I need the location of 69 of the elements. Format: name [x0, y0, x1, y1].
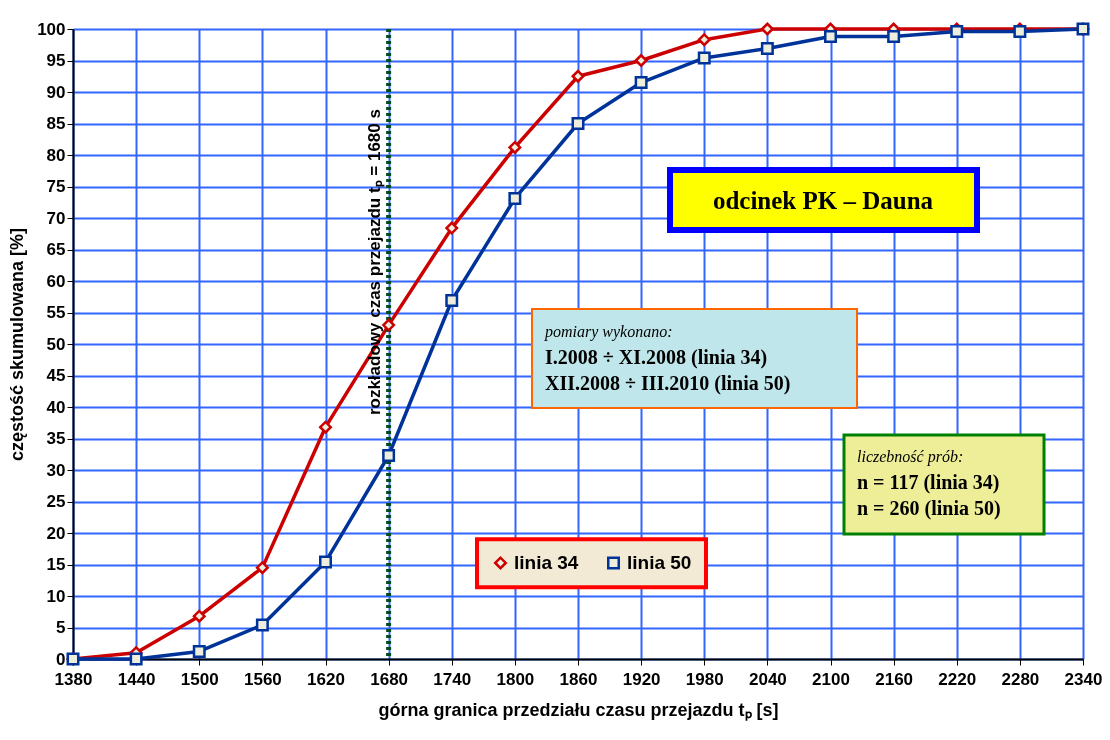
point	[508, 191, 522, 205]
point	[382, 449, 396, 462]
point	[192, 644, 206, 658]
point	[319, 555, 332, 569]
y-tick-label: 80	[46, 145, 66, 165]
x-tick-label: 1860	[559, 669, 598, 689]
point	[887, 30, 901, 44]
point	[255, 561, 269, 575]
x-tick-label: 2040	[748, 669, 787, 689]
x-tick-label: 2160	[875, 669, 914, 689]
point	[571, 69, 585, 83]
point	[445, 294, 459, 308]
point	[634, 54, 648, 67]
y-tick-label: 10	[46, 586, 66, 606]
y-tick-label: 30	[46, 460, 66, 480]
y-tick-label: 50	[46, 334, 66, 354]
point	[760, 42, 774, 56]
y-tick-label: 70	[46, 208, 66, 228]
y-tick-label: 5	[56, 618, 66, 637]
point	[697, 51, 711, 65]
x-tick-label: 1560	[243, 669, 282, 689]
x-tick-label: 1380	[54, 669, 93, 689]
point	[255, 618, 269, 632]
x-tick-label: 2340	[1064, 669, 1103, 689]
y-tick-label: 100	[37, 19, 66, 39]
point	[824, 30, 837, 44]
legend-label: linia 50	[627, 551, 692, 573]
x-tick-label: 1620	[307, 669, 345, 689]
point	[697, 33, 711, 47]
y-tick-label: 35	[46, 429, 66, 448]
y-tick-label: 40	[46, 397, 66, 417]
y-tick-label: 25	[46, 492, 66, 511]
y-tick-label: 55	[46, 303, 66, 322]
x-tick-label: 1980	[685, 669, 724, 689]
point	[382, 318, 396, 332]
y-tick-label: 95	[46, 51, 66, 70]
point	[634, 76, 648, 90]
x-tick-label: 2220	[938, 669, 977, 689]
point	[129, 652, 143, 666]
y-tick-label: 60	[46, 271, 66, 291]
x-tick-label: 2280	[1001, 669, 1040, 689]
y-tick-label: 90	[46, 82, 66, 102]
x-axis-title: górna granica przedziału czasu przejazdu tₚ [s]	[378, 699, 779, 721]
annotation: odcinek PK – Dauna	[712, 187, 934, 214]
y-tick-label: 85	[46, 114, 66, 133]
ref-line-label: rozkładowy czas przejazdu tₚ = 1680 s	[364, 109, 385, 416]
y-axis-title: częstość skumulowana [%]	[7, 227, 28, 462]
x-tick-label: 1920	[622, 669, 661, 689]
x-tick-label: 2100	[812, 669, 850, 689]
y-tick-label: 45	[46, 366, 66, 385]
point	[508, 140, 522, 154]
x-tick-label: 1680	[370, 669, 409, 689]
point	[445, 221, 459, 235]
point	[319, 420, 332, 434]
x-tick-label: 1800	[496, 669, 535, 689]
point	[571, 117, 585, 130]
annotation: pomiary wykonano: I.2008 ÷ XI.2008 (linia 34) XII.2008 ÷ III.2010 (linia 50)	[544, 323, 791, 395]
y-tick-label: 20	[46, 523, 66, 543]
y-tick-label: 65	[46, 240, 66, 259]
x-tick-label: 1500	[180, 669, 219, 689]
y-tick-label: 15	[46, 555, 66, 574]
y-tick-label: 0	[56, 649, 66, 669]
point	[192, 609, 206, 623]
point	[760, 22, 774, 36]
legend-label: linia 34	[514, 551, 579, 573]
annotation: liczebność prób: n = 117 (linia 34) n = 260 (linia 50)	[857, 448, 1001, 520]
x-tick-label: 1740	[433, 669, 472, 689]
x-tick-label: 1440	[117, 669, 156, 689]
y-tick-label: 75	[46, 177, 66, 196]
